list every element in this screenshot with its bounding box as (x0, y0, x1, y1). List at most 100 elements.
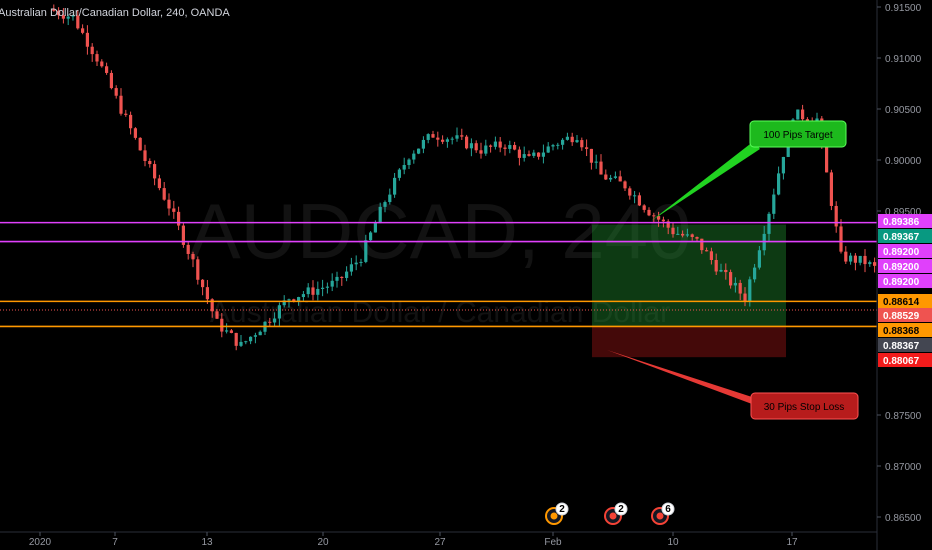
candle-body (834, 205, 838, 227)
candle-body (781, 156, 785, 174)
candle (527, 150, 531, 157)
price-tag: 0.88368 (878, 323, 932, 337)
candle-body (652, 215, 656, 217)
candle-body (546, 146, 550, 153)
candle-body (551, 145, 555, 147)
candle (671, 222, 675, 238)
candle-body (647, 209, 651, 216)
candle (177, 206, 181, 231)
candle (417, 148, 421, 155)
candle (445, 137, 449, 148)
price-tick-label: 0.86500 (885, 513, 922, 524)
candle-body (628, 188, 632, 196)
candle-body (402, 165, 406, 170)
candle-body (868, 262, 872, 265)
candle (743, 287, 747, 307)
event-badge: 2 (604, 502, 628, 525)
candle-body (229, 330, 233, 333)
candle (186, 241, 190, 260)
candle-body (489, 145, 493, 147)
event-badges[interactable]: 2 2 6 (545, 502, 675, 525)
candle (239, 335, 243, 348)
candle (628, 186, 632, 200)
event-badge-count: 6 (665, 504, 671, 515)
price-tag: 0.89386 (878, 214, 932, 228)
callouts[interactable]: 100 Pips Target 30 Pips Stop Loss (607, 120, 859, 420)
event-badge-dot (550, 512, 558, 520)
candle-body (393, 177, 397, 195)
candle (873, 257, 877, 273)
candle-body (642, 205, 646, 210)
candle (157, 174, 161, 191)
candle-body (508, 145, 512, 149)
candle (258, 330, 262, 336)
price-tag-background (878, 229, 932, 243)
candle (666, 219, 670, 235)
price-tag: 0.88367 (878, 338, 932, 352)
time-axis[interactable]: 2020 7 13 20 27 Feb 10 17 (0, 531, 877, 548)
candle-body (172, 208, 176, 212)
time-tick-label: 27 (434, 537, 446, 548)
price-tag-background (878, 244, 932, 258)
candle-body (388, 194, 392, 203)
candle-body (484, 145, 488, 154)
candle (767, 211, 771, 242)
candle-body (297, 297, 301, 301)
candle (719, 263, 723, 273)
candle-body (340, 276, 344, 278)
candle (849, 252, 853, 265)
candle-body (772, 194, 776, 214)
candle (714, 253, 718, 276)
candle-body (738, 282, 742, 294)
candle (306, 283, 310, 298)
candle-body (829, 172, 833, 206)
price-tick-label: 0.91500 (885, 3, 922, 14)
candle-body (52, 9, 56, 11)
candle-body (114, 88, 118, 96)
candle-body (273, 318, 277, 323)
candle-body (311, 287, 315, 295)
position-target-zone (592, 224, 786, 327)
candle-body (186, 244, 190, 254)
candle-body (215, 311, 219, 319)
candle-body (90, 46, 94, 55)
price-tag: 0.89200 (878, 259, 932, 273)
candle-body (517, 149, 521, 158)
candle (479, 142, 483, 159)
candle (172, 200, 176, 219)
candle (383, 200, 387, 213)
candle-body (575, 140, 579, 143)
candle-body (445, 139, 449, 142)
candle-body (253, 335, 257, 337)
candle (652, 212, 656, 223)
stop-callout-label: 30 Pips Stop Loss (764, 402, 845, 413)
candle (349, 257, 353, 276)
candle-body (124, 113, 128, 115)
candle (532, 149, 536, 158)
price-tick-label: 0.89500 (885, 207, 922, 218)
candle-body (105, 66, 109, 73)
candle-body (853, 255, 857, 263)
candle-body (321, 287, 325, 289)
candle-body (153, 164, 157, 179)
candle-body (81, 28, 85, 33)
candle (330, 273, 334, 292)
candle (61, 8, 65, 24)
long-position-tool[interactable] (592, 224, 786, 358)
candle-body (666, 221, 670, 228)
candle-body (709, 251, 713, 260)
candle (642, 204, 646, 213)
candle-body (66, 16, 70, 19)
candle-body (335, 276, 339, 281)
horizontal-lines[interactable] (0, 221, 877, 328)
event-badge-dot (656, 512, 664, 520)
candle-body (714, 259, 718, 272)
candle-body (210, 299, 214, 312)
candle-body (383, 202, 387, 207)
candle (181, 222, 185, 248)
candle (76, 9, 80, 30)
price-axis[interactable]: 0.91500 0.91000 0.90500 0.90000 0.89500 0.875… (876, 0, 932, 550)
candle-body (618, 176, 622, 182)
candle (623, 180, 627, 192)
